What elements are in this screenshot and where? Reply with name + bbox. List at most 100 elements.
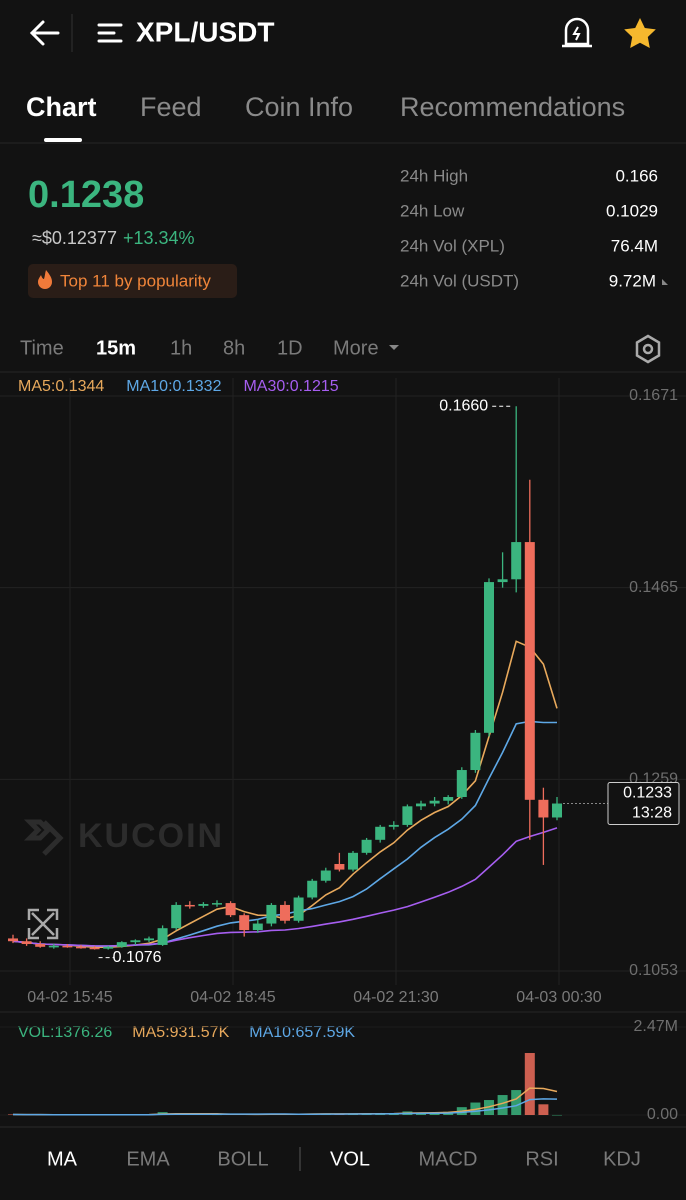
candle-body xyxy=(334,864,345,870)
candle-body xyxy=(144,938,154,941)
candle-body xyxy=(375,826,386,840)
candle-body xyxy=(524,542,535,800)
interval-option[interactable]: 1D xyxy=(277,337,303,359)
vol-legend: MA10:657.59K xyxy=(249,1024,355,1041)
vol-legend: MA5:931.57K xyxy=(132,1024,229,1041)
candle-body xyxy=(402,806,413,825)
change-percent: +13.34% xyxy=(123,228,195,248)
indicator-tab[interactable]: MACD xyxy=(419,1148,478,1170)
candle-body xyxy=(484,582,494,733)
candle-body xyxy=(35,944,46,947)
tab[interactable]: Coin Info xyxy=(245,92,353,122)
vol-ma-line xyxy=(12,1098,558,1116)
tab[interactable]: Chart xyxy=(26,92,97,122)
candle-body xyxy=(456,770,467,798)
interval-option[interactable]: Time xyxy=(20,337,64,359)
y-tick-label: 0.1671 xyxy=(629,387,678,404)
stat-value: 0.166 xyxy=(615,166,658,185)
countdown: 13:28 xyxy=(632,805,672,822)
volume-bar xyxy=(538,1104,549,1115)
interval-option[interactable]: More xyxy=(333,337,379,359)
candle-body xyxy=(416,803,426,807)
candle-body xyxy=(252,923,263,931)
candle-body xyxy=(552,803,562,818)
ma-legend: MA10:0.1332 xyxy=(126,378,221,395)
candle-body xyxy=(538,799,549,818)
candle-body xyxy=(89,947,100,950)
candle-body xyxy=(171,904,182,929)
more-caret xyxy=(389,345,399,350)
indicator-tab[interactable]: MA xyxy=(47,1148,78,1170)
candle-body xyxy=(103,946,114,949)
tab[interactable]: Feed xyxy=(140,92,202,122)
candle-body xyxy=(212,903,222,905)
x-tick-label: 04-02 18:45 xyxy=(190,989,276,1006)
last-price-box xyxy=(607,782,680,826)
expand-icon[interactable] xyxy=(27,908,59,940)
candle-body xyxy=(62,945,73,948)
candle-body xyxy=(21,941,32,945)
badge-bg[interactable] xyxy=(28,264,237,298)
last-price: 0.1238 xyxy=(28,174,144,216)
ma-line xyxy=(12,827,558,947)
interval-option[interactable]: 8h xyxy=(223,337,245,359)
interval-option[interactable]: 15m xyxy=(96,337,136,359)
fiat-value: ≈$0.12377 xyxy=(32,228,117,248)
x-tick-label: 04-02 21:30 xyxy=(353,989,439,1006)
tab[interactable]: Recommendations xyxy=(400,92,625,122)
y-tick-label: 0.1465 xyxy=(629,579,678,596)
candle-body xyxy=(266,904,277,924)
stat-label: 24h Vol (XPL) xyxy=(400,236,505,255)
candle-body xyxy=(388,824,399,827)
indicator-tab[interactable]: EMA xyxy=(126,1148,170,1170)
favorite-star[interactable] xyxy=(624,18,656,48)
popularity-badge[interactable]: Top 11 by popularity xyxy=(60,271,211,290)
candle-body xyxy=(511,542,522,580)
dropdown-icon xyxy=(662,279,668,285)
high-label: 0.1660 xyxy=(439,397,488,414)
candle-body xyxy=(225,903,236,916)
back-button[interactable] xyxy=(29,20,60,46)
fiat-price: ≈$0.12377 +13.34% xyxy=(32,228,195,248)
candle-body xyxy=(293,897,304,921)
candle-body xyxy=(116,942,127,947)
indicator-tab[interactable]: BOLL xyxy=(217,1148,268,1170)
volume-bar xyxy=(511,1090,522,1115)
candle-body xyxy=(184,904,195,907)
stat-value: 76.4M xyxy=(611,236,658,255)
vol-legend: VOL:1376.26 xyxy=(18,1024,112,1041)
candle-body xyxy=(348,852,358,870)
settings-icon[interactable] xyxy=(635,334,661,364)
y-tick-label: 0.1053 xyxy=(629,962,678,979)
watermark: KUCOIN xyxy=(78,817,224,855)
x-tick-label: 04-03 00:30 xyxy=(516,989,602,1006)
candle-body xyxy=(470,732,481,771)
candle-body xyxy=(76,946,86,949)
candle-body xyxy=(130,940,141,943)
alert-icon[interactable] xyxy=(562,17,592,48)
candle-body xyxy=(361,839,372,853)
ma-legend: MA30:0.1215 xyxy=(243,378,338,395)
volume-bar xyxy=(497,1095,508,1115)
volume-bar xyxy=(552,1114,562,1116)
indicator-tab[interactable]: KDJ xyxy=(603,1148,641,1170)
indicator-tab[interactable]: RSI xyxy=(525,1148,558,1170)
volume-bar xyxy=(524,1053,535,1115)
candle-body xyxy=(8,938,18,942)
last-price-label: 0.1233 xyxy=(623,785,672,802)
ma-legend: MA5:0.1344 xyxy=(18,378,104,395)
candle-body xyxy=(429,800,440,804)
candle-body xyxy=(497,579,508,583)
indicator-tab[interactable]: VOL xyxy=(330,1148,370,1170)
tab-indicator xyxy=(44,138,82,142)
stat-label: 24h High xyxy=(400,166,468,185)
interval-option[interactable]: 1h xyxy=(170,337,192,359)
vol-tick-label: 0.00 xyxy=(647,1106,678,1123)
vol-tick-label: 2.47M xyxy=(634,1018,678,1035)
candle-body xyxy=(157,928,168,945)
candle-body xyxy=(320,870,331,881)
menu-icon[interactable] xyxy=(97,23,123,43)
stat-label: 24h Vol (USDT) xyxy=(400,271,519,290)
